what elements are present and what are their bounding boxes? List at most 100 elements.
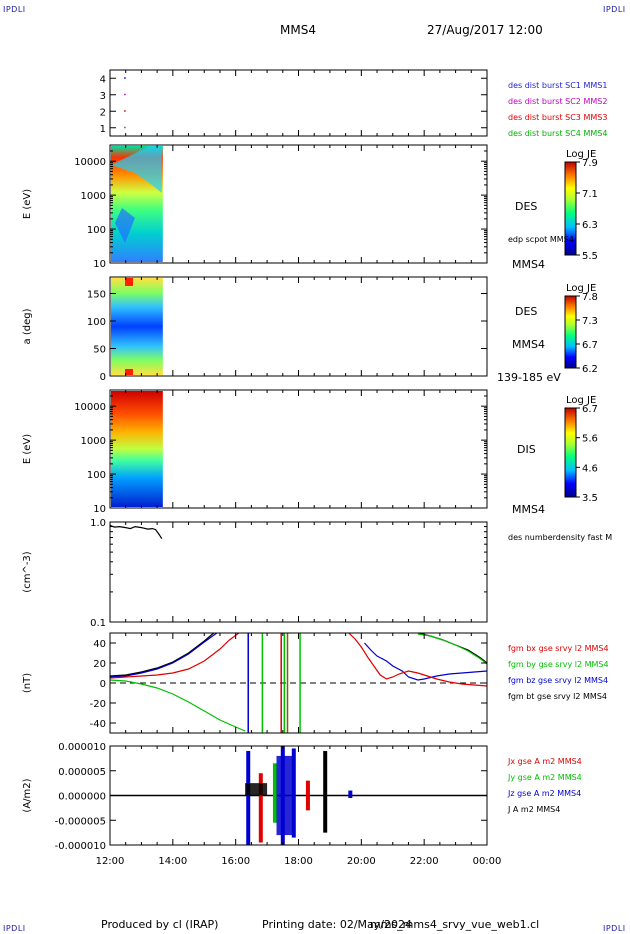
heatmap-hot-spot [125, 369, 133, 375]
panel-frame [109, 69, 488, 137]
series-line [417, 632, 488, 664]
colorbar-tick-label: 6.3 [582, 220, 598, 231]
panel-right-label: DES [515, 200, 537, 213]
y-axis-label: (cm^-3) [22, 551, 33, 592]
x-tick-label: 00:00 [473, 856, 502, 867]
panel-frame [109, 144, 488, 264]
corner-label-bottom-left: IPDLI [3, 924, 26, 933]
y-tick-label: 0.000010 [58, 742, 106, 753]
panel-density [109, 524, 163, 540]
panel-right-label: edp scpot MMS4 [508, 235, 574, 244]
current-magnitude-envelope [245, 783, 268, 796]
series-line [109, 632, 218, 678]
y-tick-label: 1000 [81, 436, 106, 447]
panel-frame [109, 276, 488, 377]
x-tick-label: 18:00 [284, 856, 313, 867]
series-line [109, 632, 215, 677]
legend-entry: fgm bx gse srvy l2 MMS4 [508, 644, 609, 653]
footer-printing-date: Printing date: 02/May/2024 [262, 918, 412, 931]
burst-point [124, 77, 126, 79]
heatmap-image [111, 391, 163, 507]
panel-right-label: DIS [517, 443, 536, 456]
x-tick-label: 14:00 [158, 856, 187, 867]
current-burst [246, 750, 251, 845]
colorbar-tick-label: 7.1 [582, 189, 598, 200]
y-tick-label: 100 [87, 470, 106, 481]
colorbar [564, 407, 577, 498]
colorbar-tick-label: 6.7 [582, 340, 598, 351]
y-tick-label: -40 [90, 719, 106, 730]
y-axis-label: E (eV) [22, 434, 33, 464]
legend-entry: fgm bt gse srvy l2 MMS4 [508, 692, 607, 701]
legend-entry: des dist burst SC3 MMS3 [508, 113, 607, 122]
legend-entry: des numberdensity fast M [508, 533, 612, 542]
y-axis-label: a (deg) [22, 308, 33, 344]
y-tick-label: 1 [100, 124, 106, 135]
panel-des_pitch [111, 278, 163, 375]
y-tick-label: 10000 [74, 402, 106, 413]
y-tick-label: 2 [100, 107, 106, 118]
burst-point [124, 110, 126, 112]
colorbar [564, 295, 577, 369]
panel-right-label: MMS4 [512, 338, 545, 351]
legend-entry: Jz gse A m2 MMS4 [507, 789, 581, 798]
legend-entry: Jx gse A m2 MMS4 [507, 757, 582, 766]
y-tick-label: 100 [87, 225, 106, 236]
burst-point [124, 126, 126, 129]
colorbar-tick-label: 6.7 [582, 404, 598, 415]
y-tick-label: 40 [93, 639, 106, 650]
colorbar-title: Log JE [566, 395, 596, 406]
y-axis-label: (A/m2) [22, 778, 33, 812]
x-tick-label: 16:00 [221, 856, 250, 867]
colorbar-tick-label: 7.3 [582, 316, 598, 327]
burst-point [124, 93, 126, 96]
y-tick-label: 0.1 [90, 618, 106, 629]
y-tick-label: 0.000000 [58, 792, 106, 803]
heatmap-low-energy-patch [115, 208, 135, 243]
colorbar-tick-label: 5.5 [582, 251, 598, 262]
series-line [109, 524, 163, 540]
colorbar-tick-label: 4.6 [582, 463, 598, 474]
y-tick-label: 1.0 [90, 518, 106, 529]
corner-label-bottom-right: IPDLI [603, 924, 626, 933]
current-burst [272, 763, 277, 823]
y-tick-label: 10000 [74, 157, 106, 168]
heatmap-image [111, 278, 163, 375]
y-tick-label: -20 [90, 699, 106, 710]
y-tick-label: 20 [93, 659, 106, 670]
legend-entry: des dist burst SC1 MMS1 [508, 81, 607, 90]
panel-current [110, 746, 487, 845]
panel-fgm [109, 632, 488, 733]
colorbar-tick-label: 3.5 [582, 493, 598, 504]
legend-entry: J A m2 MMS4 [507, 805, 560, 814]
footer-filename: mms_mms4_srvy_vue_web1.cl [370, 918, 540, 931]
colorbar-tick-label: 6.2 [582, 364, 598, 375]
y-tick-label: -0.000005 [55, 816, 106, 827]
heatmap-hot-spot [125, 278, 133, 286]
footer-produced-by: Produced by cl (IRAP) [101, 918, 219, 931]
x-tick-label: 22:00 [410, 856, 439, 867]
y-axis-label: (nT) [22, 673, 33, 693]
series-line [109, 679, 246, 732]
series-line [109, 632, 240, 679]
current-burst [323, 750, 328, 833]
y-tick-label: 50 [93, 345, 106, 356]
panel-frame [109, 389, 488, 509]
panel-right-label: DES [515, 305, 537, 318]
legend-entry: des dist burst SC4 MMS4 [508, 129, 607, 138]
series-line [417, 633, 488, 665]
colorbar-title: Log JE [566, 283, 596, 294]
y-tick-label: 0 [100, 372, 106, 383]
x-tick-label: 12:00 [96, 856, 125, 867]
panel-burst [124, 77, 126, 129]
y-tick-label: 10 [93, 504, 106, 515]
colorbar-tick-label: 7.9 [582, 158, 598, 169]
panel-right-label: MMS4 [512, 503, 545, 516]
y-tick-label: 0 [100, 679, 106, 690]
colorbar-title: Log JE [566, 149, 596, 160]
panel-frame [109, 521, 488, 623]
y-axis-label: E (eV) [22, 189, 33, 219]
x-tick-label: 20:00 [347, 856, 376, 867]
y-tick-label: 4 [100, 74, 106, 85]
